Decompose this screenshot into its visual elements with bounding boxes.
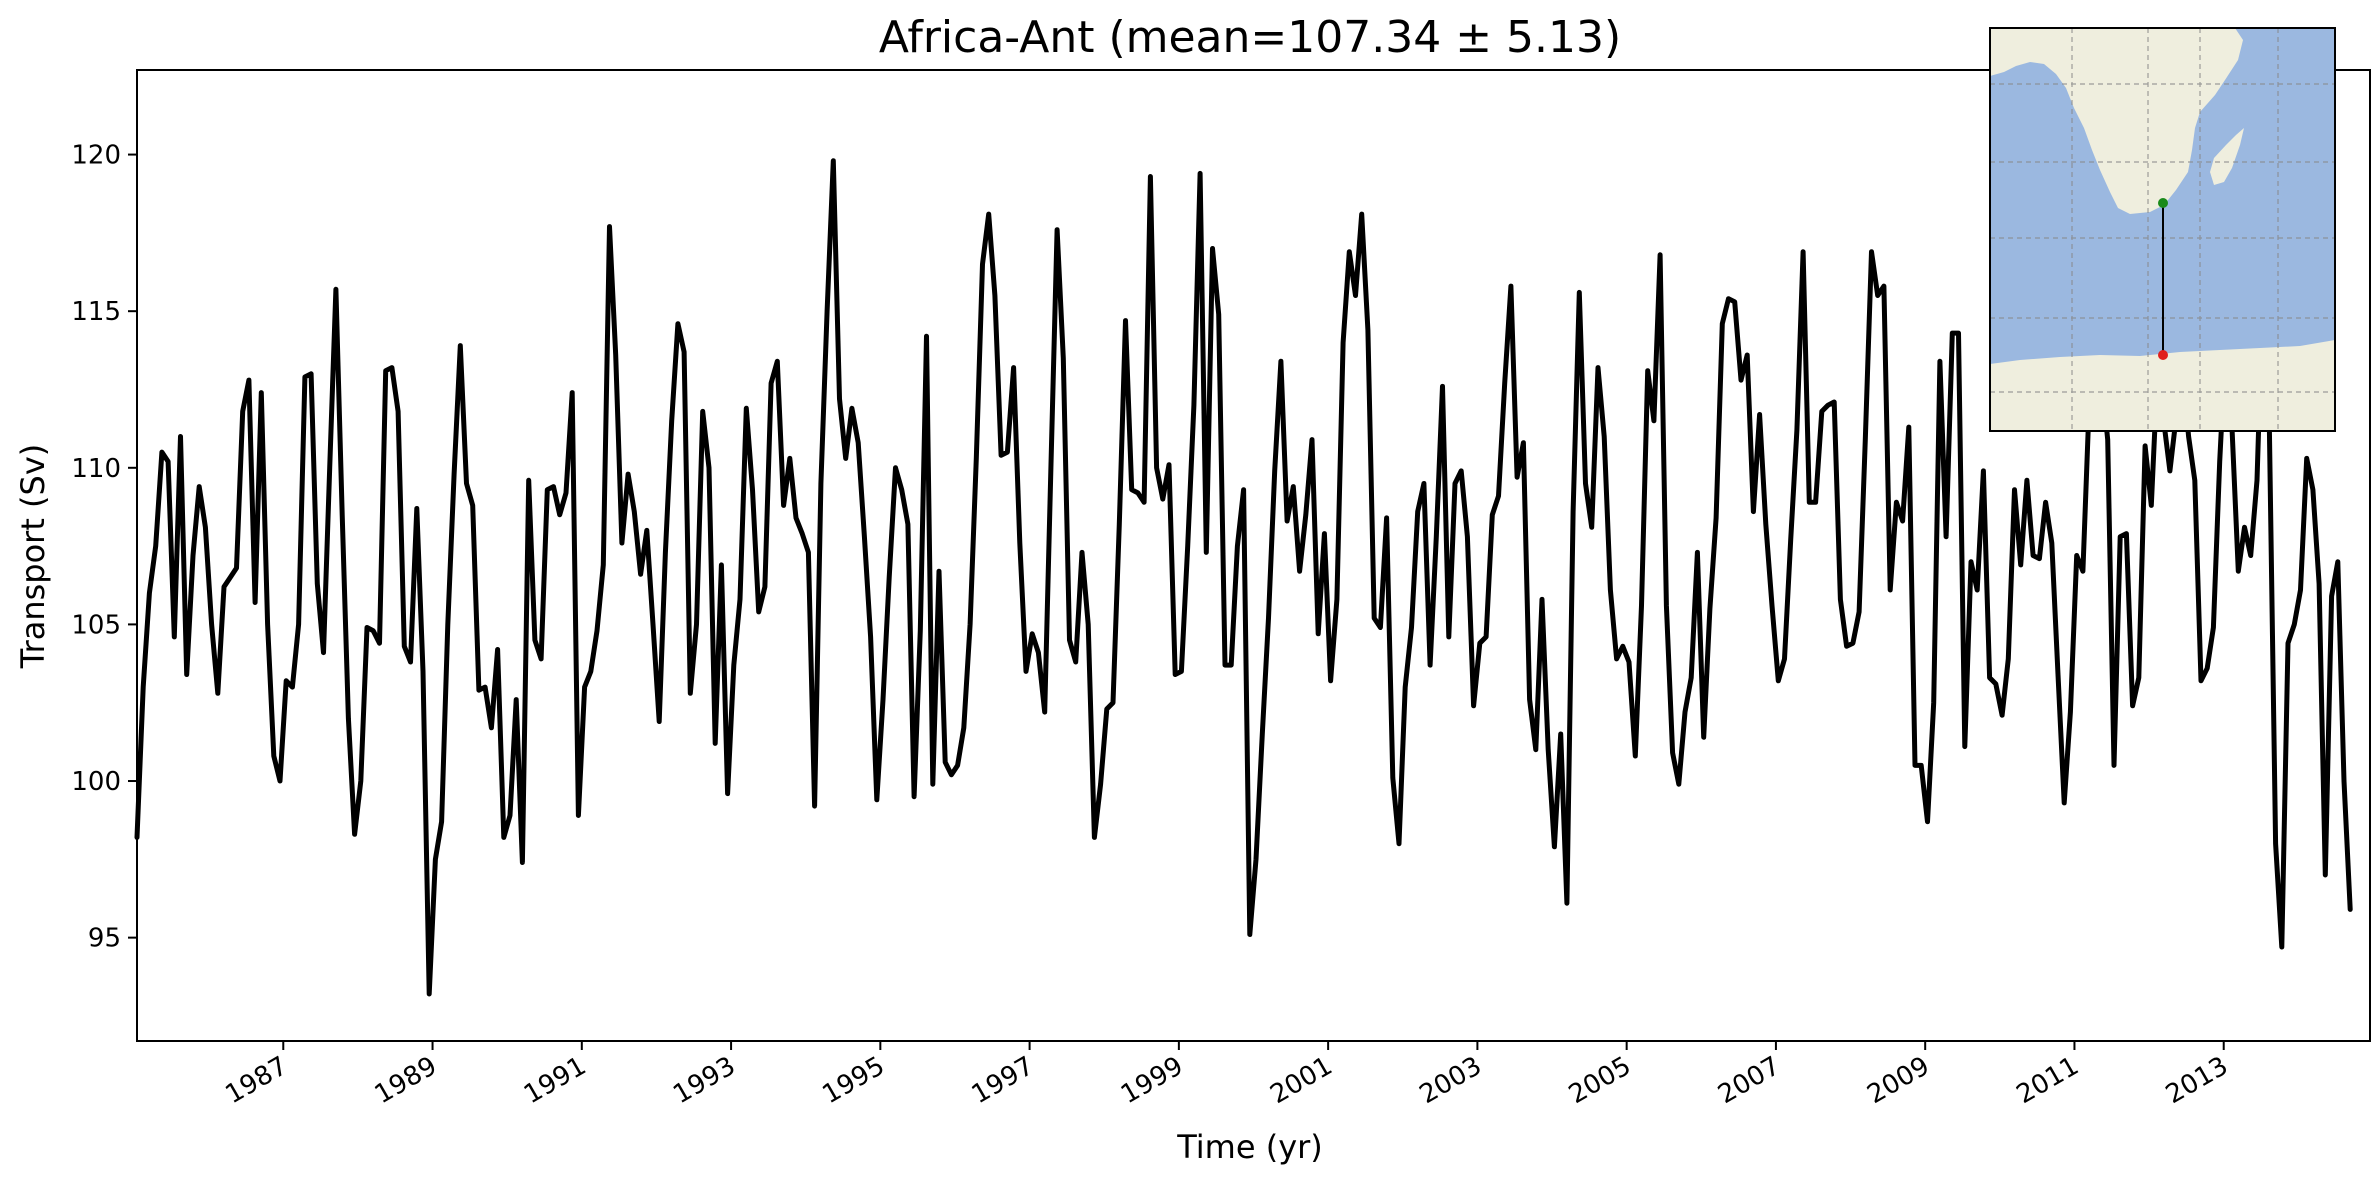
x-tick-label: 2005 (1564, 1051, 1636, 1110)
x-tick-label: 1995 (818, 1051, 890, 1110)
x-tick-label: 2011 (2012, 1051, 2084, 1110)
inset-land-africa (1990, 28, 2243, 214)
y-tick-label: 100 (71, 767, 121, 797)
plot-frame (136, 69, 2371, 1042)
x-tick-label: 2013 (2161, 1051, 2233, 1110)
inset-land-madagascar (2210, 128, 2244, 185)
chart-title: Africa-Ant (mean=107.34 ± 5.13) (879, 12, 1621, 63)
y-tick-label: 105 (71, 610, 121, 640)
y-tick-label: 95 (88, 924, 121, 954)
y-axis: 95 100 105 110 115 120 (71, 141, 137, 954)
inset-section-start-marker (2158, 198, 2168, 208)
x-tick-label: 1987 (220, 1051, 292, 1110)
inset-land-antarctica (1990, 340, 2335, 431)
x-axis: 1987 1989 1991 1993 1995 1997 1999 2001 2003 2005… (220, 1041, 2233, 1110)
x-tick-label: 1997 (967, 1051, 1039, 1110)
x-tick-label: 2001 (1265, 1051, 1337, 1110)
x-tick-label: 2007 (1713, 1051, 1785, 1110)
x-tick-label: 1993 (668, 1051, 740, 1110)
x-tick-label: 1989 (370, 1051, 442, 1110)
series-line (134, 158, 2353, 997)
x-tick-label: 1991 (519, 1051, 591, 1110)
x-tick-label: 2003 (1415, 1051, 1487, 1110)
plot-area (134, 158, 2353, 997)
x-tick-label: 1999 (1116, 1051, 1188, 1110)
y-tick-label: 120 (71, 141, 121, 171)
y-tick-label: 115 (71, 297, 121, 327)
y-tick-label: 110 (71, 454, 121, 484)
x-tick-label: 2009 (1862, 1051, 1934, 1110)
x-axis-label: Time (yr) (1176, 1128, 1323, 1166)
y-axis-label: Transport (Sv) (14, 444, 52, 670)
inset-map (1989, 27, 2336, 432)
inset-frame (1989, 27, 2336, 432)
inset-section-end-marker (2158, 350, 2168, 360)
